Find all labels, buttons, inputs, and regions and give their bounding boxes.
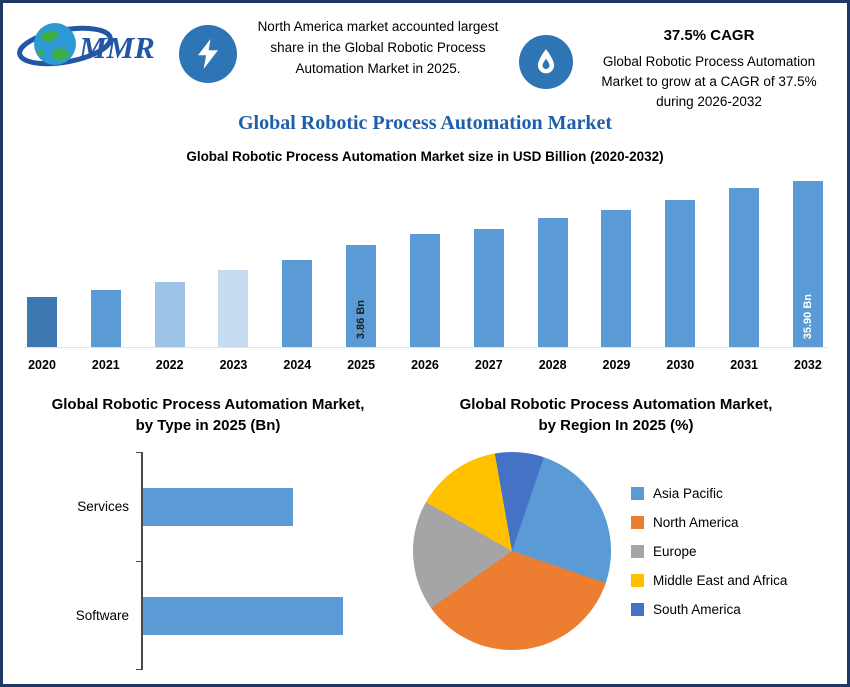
lightning-icon <box>198 39 218 69</box>
legend-swatch-europe <box>631 544 644 558</box>
bar-2023: 2023 <box>218 270 249 372</box>
legend-item-south-america: South America <box>631 602 787 617</box>
x-axis-tick-2030: 2030 <box>666 358 695 373</box>
x-axis-tick-2026: 2026 <box>411 358 439 373</box>
bar-2032: 35.90 Bn 2032 <box>792 181 823 372</box>
axis-tick <box>136 669 143 671</box>
type-label-software: Software <box>75 608 129 624</box>
bar-2029: 2029 <box>601 210 632 372</box>
left-note: North America market accounted largest s… <box>257 19 499 76</box>
x-axis-tick-2024: 2024 <box>283 358 312 373</box>
x-axis-tick-2029: 2029 <box>602 358 631 373</box>
legend-swatch-middle-east-and-africa <box>631 573 644 587</box>
mmr-logo-graphic: MMR <box>17 23 155 67</box>
legend-label-asia-pacific: Asia Pacific <box>653 485 723 501</box>
bar-value-label-2025: 3.86 Bn <box>355 300 368 340</box>
type-bar-services <box>143 487 293 526</box>
right-note-block: 37.5% CAGR Global Robotic Process Automa… <box>585 25 833 112</box>
type-row-services: Services <box>77 487 397 526</box>
bar-2028: 2028 <box>537 218 568 372</box>
bar-2027: 2027 <box>473 229 504 372</box>
legend-swatch-north-america <box>631 515 644 529</box>
x-axis-tick-2028: 2028 <box>538 358 567 373</box>
flame-icon <box>537 49 555 74</box>
x-axis-tick-2025: 2025 <box>347 358 376 373</box>
region-chart-panel: Global Robotic Process Automation Market… <box>397 394 835 670</box>
bar-2026: 2026 <box>409 234 440 372</box>
x-axis-tick-2023: 2023 <box>219 358 248 373</box>
annual-bar-chart: Global Robotic Process Automation Market… <box>23 149 827 372</box>
region-pie-chart <box>413 452 611 651</box>
type-bar-software <box>143 596 343 635</box>
legend-label-north-america: North America <box>653 514 739 530</box>
mmr-logo: MMR <box>15 13 167 82</box>
bar-2031: 2031 <box>729 188 760 372</box>
legend-swatch-south-america <box>631 602 644 616</box>
legend-label-south-america: South America <box>653 601 741 617</box>
x-axis-tick-2031: 2031 <box>730 358 759 373</box>
bar-2020: 2020 <box>27 297 57 372</box>
legend-swatch-asia-pacific <box>631 486 644 500</box>
legend-label-europe: Europe <box>653 543 697 559</box>
bar-2021: 2021 <box>90 290 121 372</box>
page-title: Global Robotic Process Automation Market <box>237 112 613 135</box>
legend-label-middle-east-and-africa: Middle East and Africa <box>653 572 788 588</box>
header: MMR North America market accounted large… <box>3 3 847 112</box>
legend-item-asia-pacific: Asia Pacific <box>631 486 787 501</box>
lightning-badge <box>179 25 237 83</box>
bar-2025: 3.86 Bn 2025 <box>346 245 377 372</box>
type-label-services: Services <box>77 499 129 515</box>
type-bar-chart: Services Software <box>76 452 397 671</box>
bar-2030: 2030 <box>665 200 696 372</box>
bar-value-label-2032: 35.90 Bn <box>801 294 814 340</box>
flame-badge <box>519 35 573 89</box>
annual-bars: 2020 2021 2022 2023 2024 3.86 Bn 2025 2026 2027 2… <box>23 178 827 372</box>
right-note: Global Robotic Process Automation Market… <box>601 53 817 110</box>
legend-item-europe: Europe <box>631 544 787 559</box>
bar-2024: 2024 <box>282 260 313 372</box>
region-pie-wrap: Asia Pacific North America Europe Middle Ea… <box>397 452 835 651</box>
region-chart-title: Global Robotic Process Automation Market… <box>459 396 773 435</box>
bottom-section: Global Robotic Process Automation Market… <box>3 394 847 671</box>
type-chart-title: Global Robotic Process Automation Market… <box>51 396 365 435</box>
legend-item-middle-east-and-africa: Middle East and Africa <box>631 573 787 588</box>
type-row-software: Software <box>76 596 397 635</box>
legend-item-north-america: North America <box>631 515 787 530</box>
region-legend: Asia Pacific North America Europe Middle Ea… <box>631 486 787 617</box>
axis-tick <box>136 561 143 563</box>
axis-tick <box>136 452 143 454</box>
bar-2022: 2022 <box>154 282 185 372</box>
mmr-logo-text: MMR <box>78 30 155 65</box>
x-axis-tick-2020: 2020 <box>28 358 56 373</box>
type-chart-panel: Global Robotic Process Automation Market… <box>19 394 397 671</box>
x-axis-tick-2032: 2032 <box>794 358 822 373</box>
cagr-headline: 37.5% CAGR <box>663 27 755 44</box>
x-axis-tick-2021: 2021 <box>91 358 120 373</box>
annual-chart-title: Global Robotic Process Automation Market… <box>186 149 664 165</box>
x-axis-tick-2027: 2027 <box>474 358 503 373</box>
x-axis-tick-2022: 2022 <box>155 358 184 373</box>
